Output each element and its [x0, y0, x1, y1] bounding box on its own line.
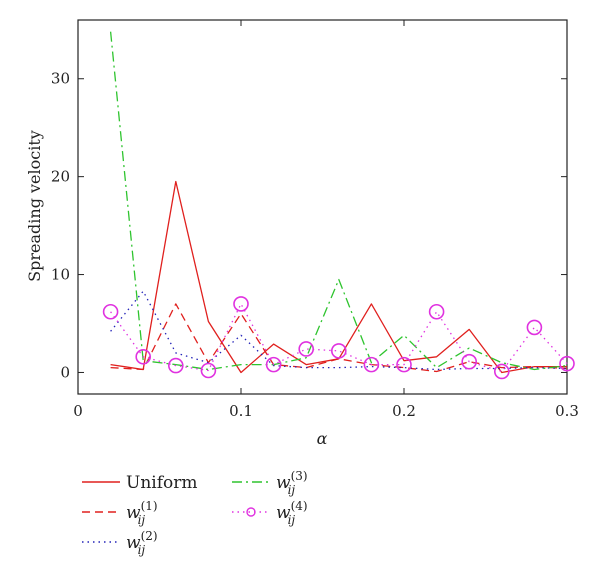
y-tick-label: 30 [51, 70, 70, 88]
legend-item: w(1) ij [82, 499, 158, 527]
legend-item: Uniform [82, 473, 198, 493]
data-point [363, 356, 380, 373]
series-line-2 [110, 303, 568, 373]
legend-label: w(4) ij [276, 499, 308, 527]
data-point [526, 319, 543, 336]
data-point [102, 303, 119, 320]
series-line-5 [110, 303, 568, 373]
legend-label: Uniform [126, 473, 198, 493]
x-axis: 0 0.1 0.2 0.3 [73, 20, 579, 420]
data-point [168, 357, 184, 374]
y-tick-label: 0 [60, 363, 70, 381]
y-tick-label: 10 [51, 266, 70, 284]
data-point [135, 348, 151, 365]
data-point [298, 341, 315, 357]
data-point [559, 355, 575, 372]
x-tick-label: 0.1 [229, 402, 253, 420]
series-layer [102, 31, 575, 380]
legend-label: w(1) ij [126, 499, 158, 527]
data-point [396, 356, 412, 373]
legend: Uniform w(1) ijw(2) ij w(3) ijw(4) ij [82, 469, 308, 557]
x-tick-label: 0 [73, 402, 83, 420]
y-axis: 0 10 20 30 [51, 70, 567, 381]
legend-item: w(3) ij [232, 469, 308, 497]
x-tick-label: 0.3 [555, 402, 579, 420]
legend-item: w(4) ij [232, 499, 308, 527]
plot-frame [77, 19, 568, 395]
series-line-4 [109, 31, 568, 371]
series-line-3 [110, 290, 568, 371]
y-tick-label: 20 [51, 168, 70, 186]
legend-marker [246, 507, 256, 517]
y-axis-label: Spreading velocity [25, 130, 44, 282]
data-point [461, 353, 478, 370]
legend-label: w(3) ij [276, 469, 308, 497]
x-axis-label: α [317, 429, 328, 448]
data-point [493, 363, 510, 380]
data-point [200, 362, 217, 379]
x-tick-label: 0.2 [392, 402, 416, 420]
data-point [233, 296, 249, 312]
legend-label: w(2) ij [126, 529, 158, 557]
data-point [330, 343, 347, 359]
data-point [428, 303, 445, 320]
data-point [265, 356, 282, 373]
legend-item: w(2) ij [82, 529, 158, 557]
